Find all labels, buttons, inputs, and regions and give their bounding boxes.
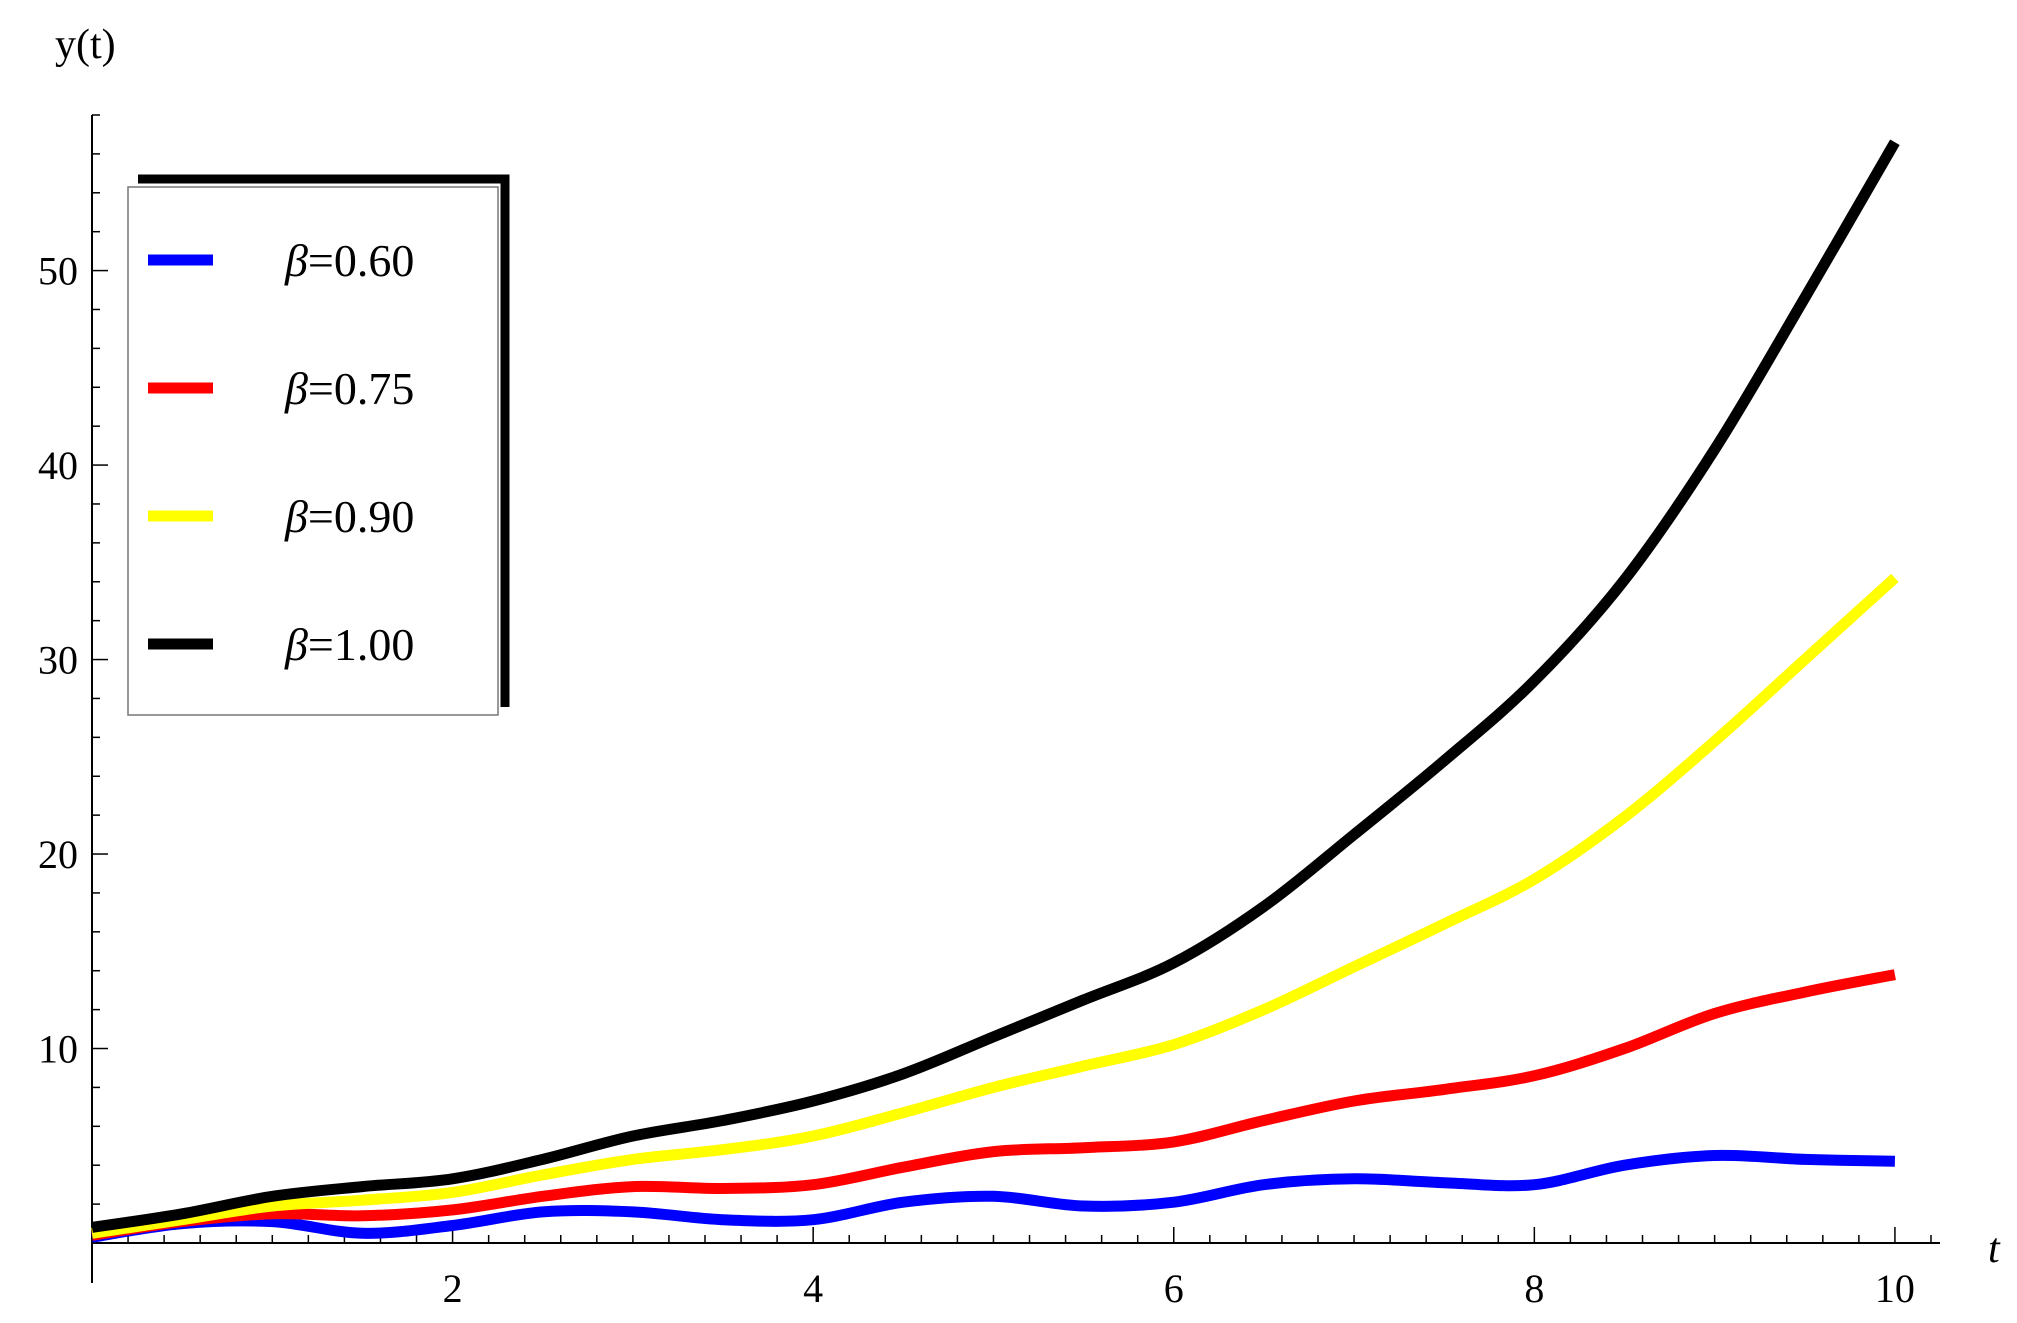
legend-items: β=0.60 β=0.75 β=0.90 β=1.00 — [148, 235, 414, 670]
series-line-4 — [91, 139, 1900, 1233]
y-axis-title: y(t) — [55, 22, 116, 68]
legend-label: β=0.60 — [284, 235, 414, 286]
x-axis-title: t — [1988, 1226, 2001, 1272]
legend-box — [127, 186, 499, 716]
legend: β=0.60 β=0.75 β=0.90 β=1.00 — [127, 174, 510, 716]
series-line-2 — [91, 969, 1896, 1241]
y-tick-label: 10 — [38, 1027, 78, 1072]
x-tick-label: 4 — [803, 1266, 823, 1311]
x-tick-label: 2 — [443, 1266, 463, 1311]
legend-shadow — [138, 174, 510, 707]
x-ticks: 2 4 6 8 10 — [127, 1227, 1932, 1311]
legend-label: β=0.75 — [284, 363, 414, 414]
y-tick-label: 40 — [38, 443, 78, 488]
y-tick-label: 50 — [38, 249, 78, 294]
legend-label: β=1.00 — [284, 619, 414, 670]
series-lines — [91, 139, 1900, 1243]
series-line-1 — [91, 1149, 1896, 1243]
y-tick-label: 30 — [38, 638, 78, 683]
y-ticks: 10 20 30 40 50 — [38, 114, 108, 1205]
x-tick-label: 8 — [1524, 1266, 1544, 1311]
y-tick-label: 20 — [38, 832, 78, 877]
series-line-3 — [91, 573, 1899, 1239]
x-tick-label: 10 — [1875, 1266, 1915, 1311]
x-tick-label: 6 — [1164, 1266, 1184, 1311]
legend-label: β=0.90 — [284, 491, 414, 542]
axes: 2 4 6 8 10 10 20 30 40 50 — [38, 114, 1940, 1311]
